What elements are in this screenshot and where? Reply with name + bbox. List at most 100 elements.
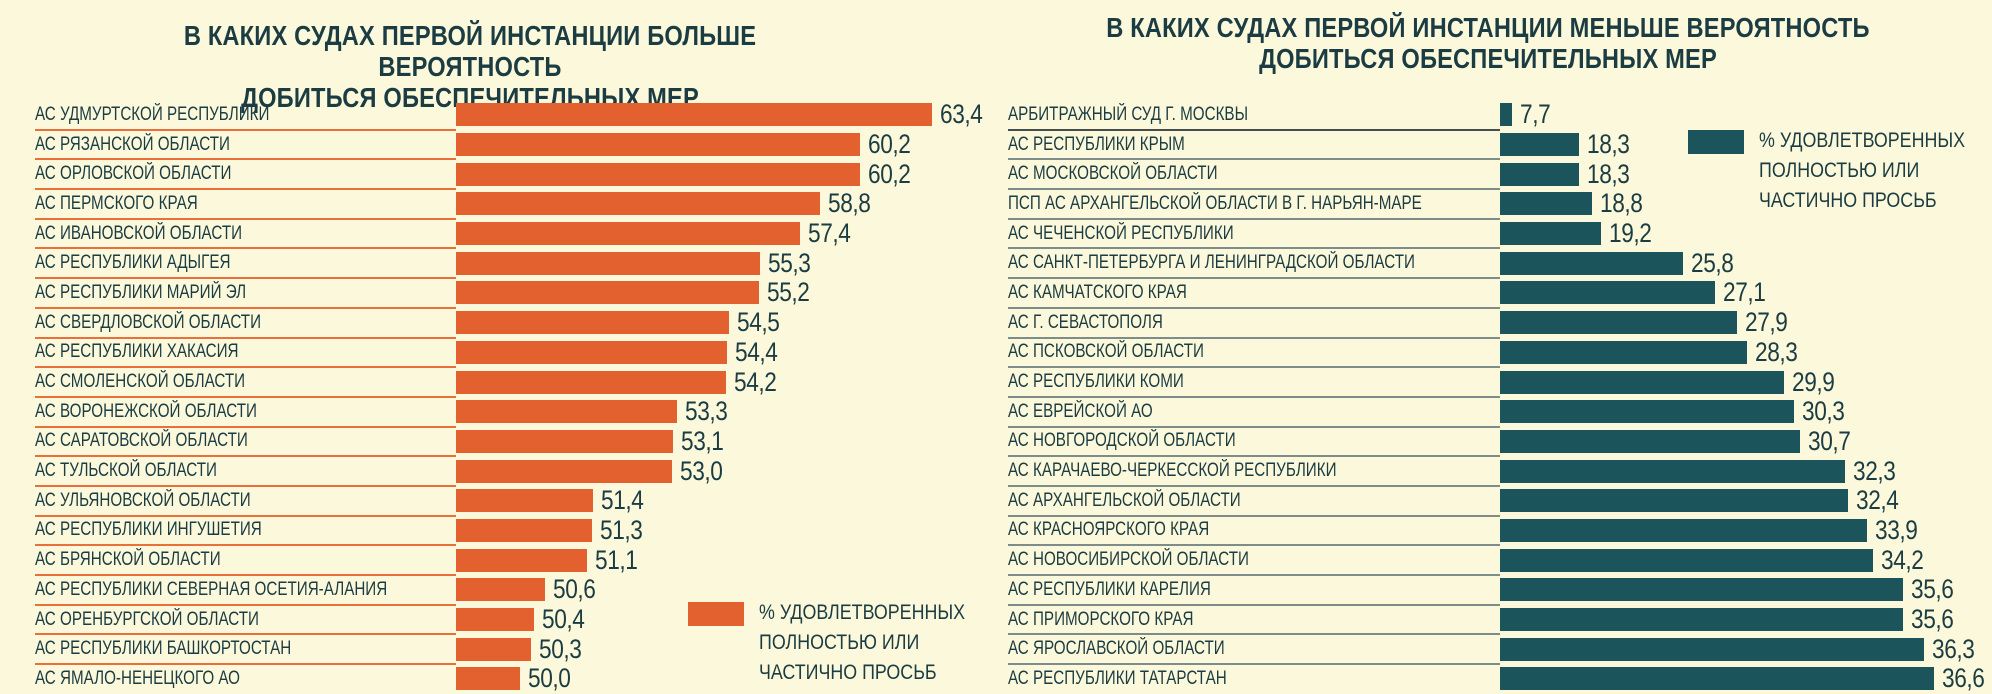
table-row: АС СМОЛЕНСКОЙ ОБЛАСТИ 54,2	[35, 366, 980, 398]
row-separator	[35, 395, 456, 398]
bar	[1500, 578, 1903, 602]
row-label: АС ПЕРМСКОГО КРАЯ	[35, 192, 198, 214]
bar	[456, 578, 545, 602]
bar-value: 18,8	[1600, 188, 1643, 219]
bar-value: 7,7	[1520, 99, 1551, 130]
row-label: АС БРЯНСКОЙ ОБЛАСТИ	[35, 549, 221, 571]
bar	[1500, 548, 1873, 572]
row-label: АС САНКТ-ПЕТЕРБУРГА И ЛЕНИНГРАДСКОЙ ОБЛА…	[1008, 252, 1415, 274]
bar	[456, 400, 677, 424]
legend-line-3: ЧАСТИЧНО ПРОСЬБ	[759, 661, 937, 684]
bar	[456, 548, 587, 572]
bar	[1500, 637, 1924, 661]
row-label: АС НОВОСИБИРСКОЙ ОБЛАСТИ	[1008, 549, 1249, 571]
row-label: АС КРАСНОЯРСКОГО КРАЯ	[1008, 519, 1210, 541]
row-separator	[1008, 574, 1500, 576]
table-row: АС СВЕРДЛОВСКОЙ ОБЛАСТИ 54,5	[35, 307, 980, 339]
row-separator	[1008, 395, 1500, 398]
bar	[1500, 608, 1903, 632]
bar	[1500, 340, 1747, 364]
row-label: АРБИТРАЖНЫЙ СУД Г. МОСКВЫ	[1008, 103, 1249, 125]
row-separator	[35, 277, 456, 280]
bar	[1500, 133, 1579, 157]
table-row: ПСП АС АРХАНГЕЛЬСКОЙ ОБЛАСТИ В Г. НАРЬЯН…	[1008, 188, 1992, 220]
row-separator	[1008, 425, 1500, 428]
table-row: АС МОСКОВСКОЙ ОБЛАСТИ 18,3	[1008, 159, 1992, 191]
bar-value: 53,0	[680, 455, 723, 486]
row-separator	[35, 603, 456, 606]
table-row: АС РЕСПУБЛИКИ ТАТАРСТАН 36,6	[1008, 663, 1992, 694]
table-row: АС РЕСПУБЛИКИ СЕВЕРНАЯ ОСЕТИЯ-АЛАНИЯ 50,6	[35, 574, 980, 606]
bar-value: 57,4	[808, 218, 851, 249]
row-label: АС ИВАНОВСКОЙ ОБЛАСТИ	[35, 222, 243, 244]
row-separator	[35, 306, 456, 309]
bar-value: 50,3	[539, 633, 582, 664]
row-separator	[35, 633, 456, 636]
row-separator	[35, 247, 456, 250]
bar-value: 53,1	[681, 425, 724, 456]
bar-value: 54,4	[735, 336, 778, 367]
row-label: АС МОСКОВСКОЙ ОБЛАСТИ	[1008, 163, 1218, 185]
chart-title: В КАКИХ СУДАХ ПЕРВОЙ ИНСТАНЦИИ МЕНЬШЕ ВЕ…	[1075, 12, 1901, 74]
table-row: АС РЕСПУБЛИКИ КРЫМ 18,3	[1008, 129, 1992, 161]
bar	[456, 103, 932, 127]
bar-value: 32,4	[1856, 485, 1899, 516]
table-row: АРБИТРАЖНЫЙ СУД Г. МОСКВЫ 7,7	[1008, 99, 1992, 131]
bar-value: 51,3	[600, 514, 643, 545]
row-label: АС РЕСПУБЛИКИ АДЫГЕЯ	[35, 252, 231, 274]
bar-value: 34,2	[1881, 544, 1924, 575]
chart-title-line-2: ДОБИТЬСЯ ОБЕСПЕЧИТЕЛЬНЫХ МЕР	[1259, 43, 1717, 74]
row-label: АС ЧЕЧЕНСКОЙ РЕСПУБЛИКИ	[1008, 222, 1234, 244]
row-separator	[1008, 455, 1500, 458]
table-row: АС ОРЛОВСКОЙ ОБЛАСТИ 60,2	[35, 159, 980, 191]
row-separator	[35, 188, 456, 191]
bar-value: 18,3	[1587, 129, 1630, 160]
bar	[456, 192, 820, 216]
bar-value: 36,6	[1942, 663, 1985, 694]
table-row: АС РЕСПУБЛИКИ КАРЕЛИЯ 35,6	[1008, 574, 1992, 606]
row-label: АС УЛЬЯНОВСКОЙ ОБЛАСТИ	[35, 489, 251, 511]
bar-value: 50,0	[528, 663, 571, 694]
row-separator	[1008, 633, 1500, 636]
bar-value: 53,3	[685, 396, 728, 427]
bar-value: 54,2	[734, 366, 777, 397]
row-label: АС СВЕРДЛОВСКОЙ ОБЛАСТИ	[35, 311, 261, 333]
bar-rows: АС УДМУРТСКОЙ РЕСПУБЛИКИ 63,4 АС РЯЗАНСКОЙ…	[35, 99, 983, 694]
row-label: АС РЕСПУБЛИКИ ТАТАРСТАН	[1008, 667, 1227, 689]
bar-value: 63,4	[940, 99, 983, 130]
table-row: АС ПСКОВСКОЙ ОБЛАСТИ 28,3	[1008, 337, 1992, 369]
bar-value: 32,3	[1853, 455, 1896, 486]
bar-value: 35,6	[1911, 574, 1954, 605]
bar	[1500, 518, 1867, 542]
row-label: АС ПРИМОРСКОГО КРАЯ	[1008, 608, 1194, 630]
bar	[456, 162, 860, 186]
row-separator	[1008, 514, 1500, 517]
row-separator	[35, 128, 456, 131]
row-separator	[35, 544, 456, 547]
row-separator	[1008, 336, 1500, 339]
table-row: АС РЕСПУБЛИКИ ХАКАСИЯ 54,4	[35, 336, 980, 369]
legend-line-1: % УДОВЛЕТВОРЕННЫХ	[759, 601, 966, 624]
legend-line-1: % УДОВЛЕТВОРЕННЫХ	[1759, 129, 1966, 152]
row-label: АС СМОЛЕНСКОЙ ОБЛАСТИ	[35, 371, 246, 393]
row-label: АС АРХАНГЕЛЬСКОЙ ОБЛАСТИ	[1008, 489, 1241, 511]
chart-higher-probability: В КАКИХ СУДАХ ПЕРВОЙ ИНСТАНЦИИ БОЛЬШЕ ВЕ…	[35, 0, 983, 694]
legend: % УДОВЛЕТВОРЕННЫХ ПОЛНОСТЬЮ ИЛИ ЧАСТИЧНО…	[688, 598, 1001, 688]
table-row: АС РЕСПУБЛИКИ КОМИ 29,9	[1008, 367, 1992, 398]
row-separator	[1008, 188, 1500, 191]
bar	[1500, 192, 1592, 216]
row-label: АС НОВГОРОДСКОЙ ОБЛАСТИ	[1008, 430, 1236, 452]
table-row: АС ВОРОНЕЖСКОЙ ОБЛАСТИ 53,3	[35, 396, 980, 428]
bar	[456, 251, 760, 275]
row-label: АС ЯРОСЛАВСКОЙ ОБЛАСТИ	[1008, 638, 1225, 660]
table-row: АС РЯЗАНСКОЙ ОБЛАСТИ 60,2	[35, 129, 980, 161]
table-row: АС Г. СЕВАСТОПОЛЯ 27,9	[1008, 307, 1992, 339]
bar-value: 58,8	[828, 188, 871, 219]
bar-value: 25,8	[1691, 247, 1734, 278]
table-row: АС КАМЧАТСКОГО КРАЯ 27,1	[1008, 277, 1992, 309]
table-row: АС ЕВРЕЙСКОЙ АО 30,3	[1008, 396, 1992, 428]
row-label: АС ПСКОВСКОЙ ОБЛАСТИ	[1008, 341, 1204, 363]
bar	[1500, 459, 1845, 483]
row-separator	[1008, 366, 1500, 369]
bar	[456, 340, 727, 364]
